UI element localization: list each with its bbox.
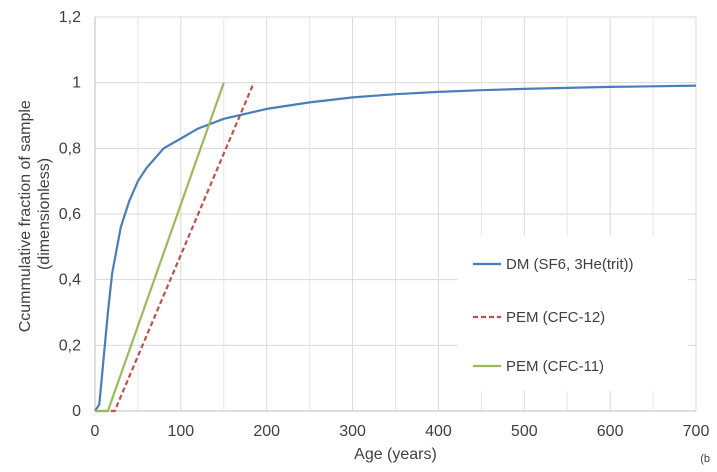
y-tick-label: 0,6 — [59, 206, 81, 223]
x-tick-label: 400 — [425, 423, 452, 440]
y-axis-title-line-1: Ccummulative fraction of sample — [17, 100, 34, 332]
x-tick-label: 100 — [168, 423, 195, 440]
series-line-2 — [95, 82, 225, 413]
x-axis-title: Age (years) — [354, 446, 437, 463]
y-tick-label: 0 — [72, 403, 81, 420]
axes — [94, 17, 696, 412]
y-axis-title-line-2: (dimensionless) — [36, 158, 53, 270]
y-axis-title: Ccummulative fraction of sample (dimensi… — [17, 96, 53, 333]
x-tick-label: 600 — [597, 423, 624, 440]
legend-label-pem-cfc12: PEM (CFC-12) — [506, 309, 605, 326]
panel-label: (b — [700, 453, 710, 465]
series-lines — [94, 82, 697, 413]
x-tick-label: 500 — [511, 423, 538, 440]
x-tick-label: 0 — [91, 423, 100, 440]
y-tick-label: 1,2 — [59, 9, 81, 26]
y-tick-label: 1 — [72, 75, 81, 92]
x-tick-label: 200 — [253, 423, 280, 440]
legend-label-dm: DM (SF6, 3He(trit)) — [506, 256, 634, 273]
legend-label-pem-cfc11: PEM (CFC-11) — [506, 358, 604, 375]
x-tick-label: 700 — [683, 423, 710, 440]
x-tick-label: 300 — [339, 423, 366, 440]
y-tick-label: 0,2 — [59, 337, 81, 354]
grid-lines — [95, 16, 697, 411]
y-tick-label: 0,8 — [59, 140, 81, 157]
series-line-0 — [94, 84, 697, 412]
y-tick-label: 0,4 — [59, 272, 81, 289]
tick-labels: 0 0,2 0,4 0,6 0,8 1 1,2 0 100 200 300 400 500 600 700 — [59, 9, 710, 440]
series-line-1 — [95, 82, 255, 413]
legend: DM (SF6, 3He(trit)) PEM (CFC-12) PEM (CF… — [458, 236, 688, 391]
